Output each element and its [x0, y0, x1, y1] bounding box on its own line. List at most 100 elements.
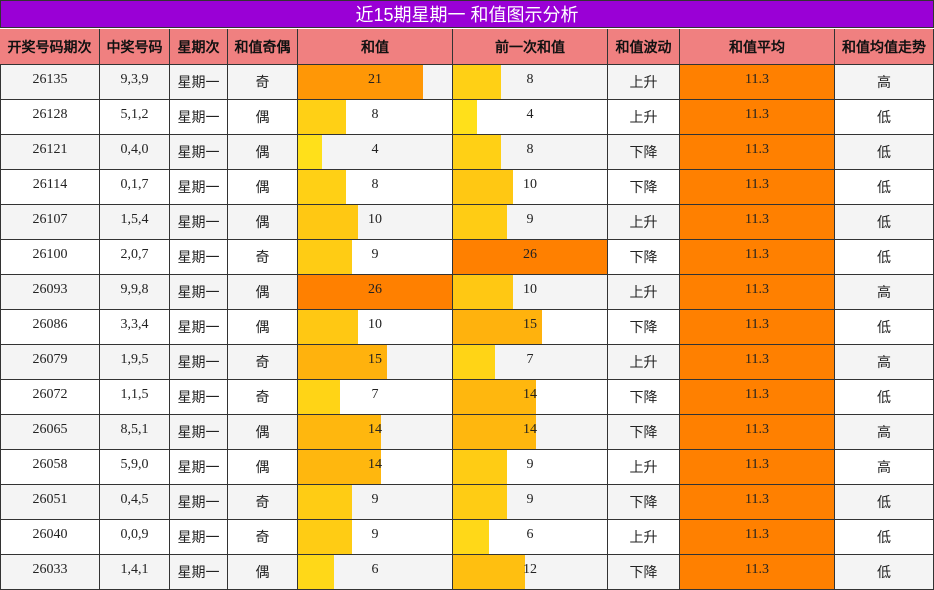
cell-text: 10 — [523, 177, 537, 192]
table-cell: 15 — [453, 310, 608, 345]
cell-text: 偶 — [255, 109, 270, 125]
table-cell: 星期一 — [170, 555, 228, 590]
cell-text: 上升 — [629, 74, 658, 90]
table-cell: 26 — [453, 240, 608, 275]
cell-text: 低 — [877, 214, 891, 230]
table-cell: 低 — [835, 240, 934, 275]
cell-text: 9 — [371, 527, 379, 542]
table-cell: 9,3,9 — [100, 65, 170, 100]
cell-text: 9 — [526, 212, 534, 227]
cell-text: 下降 — [629, 424, 658, 440]
cell-text: 10 — [368, 317, 382, 332]
value-bar — [298, 240, 352, 274]
cell-text: 14 — [368, 422, 382, 437]
value-bar — [453, 100, 477, 134]
cell-text: 26114 — [32, 177, 68, 192]
table-cell: 11.3 — [680, 520, 835, 555]
table-cell: 低 — [835, 555, 934, 590]
cell-text: 上升 — [629, 214, 658, 230]
table-cell: 4 — [298, 135, 453, 170]
value-bar — [298, 485, 352, 519]
table-cell: 高 — [835, 450, 934, 485]
table-cell: 下降 — [608, 415, 680, 450]
cell-text: 星期一 — [177, 214, 220, 230]
table-cell: 下降 — [608, 555, 680, 590]
cell-text: 11.3 — [745, 422, 769, 437]
table-cell: 11.3 — [680, 65, 835, 100]
table-cell: 11.3 — [680, 310, 835, 345]
table-cell: 6 — [453, 520, 608, 555]
cell-text: 高 — [877, 74, 891, 90]
cell-text: 奇 — [255, 74, 270, 90]
table-cell: 1,5,4 — [100, 205, 170, 240]
cell-text: 奇 — [255, 354, 270, 370]
table-cell: 26 — [298, 275, 453, 310]
table-cell: 低 — [835, 170, 934, 205]
table-cell: 26135 — [0, 65, 100, 100]
cell-text: 26065 — [32, 422, 68, 437]
table-cell: 上升 — [608, 520, 680, 555]
table-cell: 8,5,1 — [100, 415, 170, 450]
header-cell: 和值平均 — [680, 29, 835, 65]
value-bar — [298, 415, 382, 449]
cell-text: 11.3 — [745, 527, 769, 542]
table-cell: 8 — [298, 170, 453, 205]
table-cell: 2,0,7 — [100, 240, 170, 275]
table-cell: 偶 — [228, 170, 298, 205]
table-cell: 26072 — [0, 380, 100, 415]
table-cell: 5,9,0 — [100, 450, 170, 485]
cell-text: 11.3 — [745, 562, 769, 577]
table-cell: 11.3 — [680, 135, 835, 170]
cell-text: 高 — [877, 354, 891, 370]
value-bar — [453, 65, 501, 99]
table-cell: 奇 — [228, 380, 298, 415]
cell-text: 低 — [877, 389, 891, 405]
table-cell: 奇 — [228, 345, 298, 380]
cell-text: 低 — [877, 319, 891, 335]
cell-text: 星期一 — [177, 354, 220, 370]
table-cell: 7 — [453, 345, 608, 380]
table-cell: 下降 — [608, 240, 680, 275]
table-cell: 奇 — [228, 65, 298, 100]
cell-text: 3,3,4 — [120, 317, 149, 332]
cell-text: 偶 — [255, 319, 270, 335]
cell-text: 星期一 — [177, 564, 220, 580]
table-cell: 上升 — [608, 275, 680, 310]
cell-text: 21 — [368, 72, 382, 87]
cell-text: 8 — [526, 72, 534, 87]
table-cell: 8 — [453, 65, 608, 100]
table-cell: 10 — [298, 310, 453, 345]
cell-text: 11.3 — [745, 107, 769, 122]
cell-text: 星期一 — [177, 144, 220, 160]
value-bar — [453, 135, 501, 169]
table-cell: 9 — [298, 485, 453, 520]
table-cell: 26107 — [0, 205, 100, 240]
cell-text: 26107 — [32, 212, 68, 227]
cell-text: 星期一 — [177, 179, 220, 195]
table-cell: 下降 — [608, 170, 680, 205]
cell-text: 26033 — [32, 562, 68, 577]
header-cell: 星期次 — [170, 29, 228, 65]
cell-text: 低 — [877, 144, 891, 160]
table-cell: 星期一 — [170, 380, 228, 415]
table-cell: 26093 — [0, 275, 100, 310]
cell-text: 下降 — [629, 144, 658, 160]
value-bar — [298, 170, 346, 204]
cell-text: 8 — [371, 107, 379, 122]
cell-text: 1,1,5 — [120, 387, 149, 402]
cell-text: 偶 — [255, 459, 270, 475]
value-bar — [453, 170, 513, 204]
cell-text: 9,9,8 — [120, 282, 149, 297]
table-cell: 星期一 — [170, 415, 228, 450]
cell-text: 星期一 — [177, 459, 220, 475]
cell-text: 8 — [371, 177, 379, 192]
cell-text: 11.3 — [745, 72, 769, 87]
cell-text: 星期一 — [177, 109, 220, 125]
table-cell: 26065 — [0, 415, 100, 450]
value-bar — [453, 240, 607, 274]
table-cell: 26121 — [0, 135, 100, 170]
value-bar — [298, 345, 388, 379]
cell-text: 11.3 — [745, 387, 769, 402]
cell-text: 15 — [368, 352, 382, 367]
